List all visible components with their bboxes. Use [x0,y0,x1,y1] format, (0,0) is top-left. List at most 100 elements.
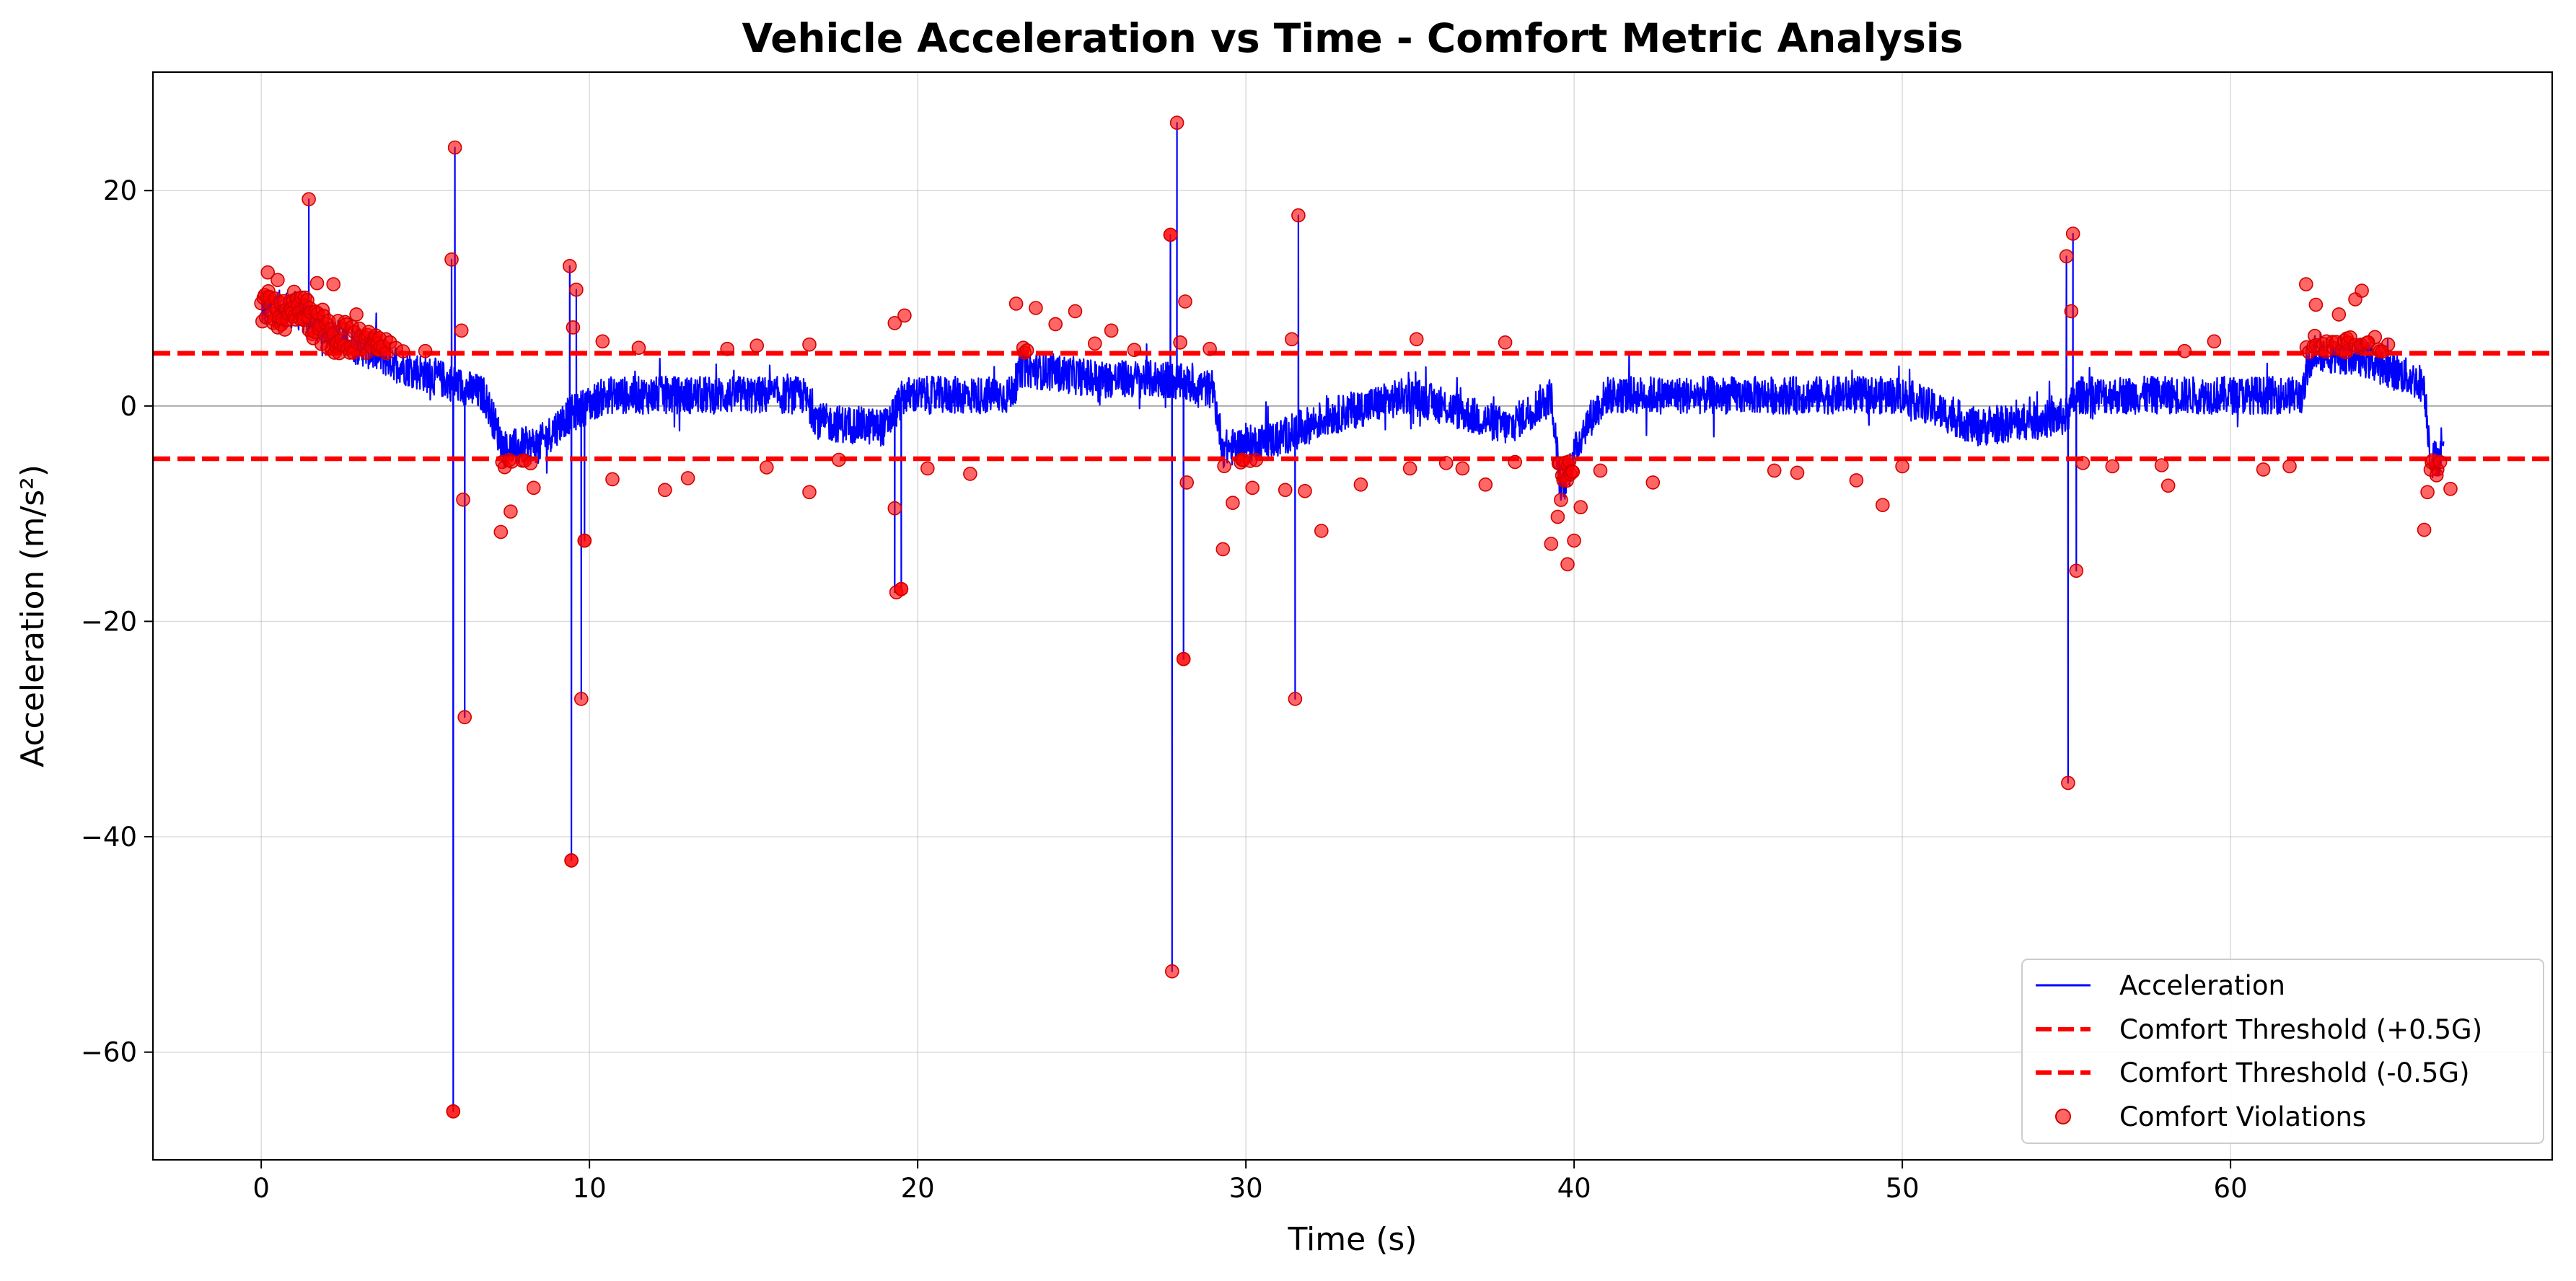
violation-point [2105,459,2120,474]
violation-point [2075,456,2091,470]
y-axis-label: Acceleration (m/s²) [14,465,51,767]
y-tick-label: 20 [103,175,137,206]
violation-point [2308,297,2324,312]
violation-point [963,467,977,481]
violation-point [920,461,935,476]
violation-point [562,258,577,273]
violation-point [1567,533,1581,548]
violation-point [1554,493,1568,507]
violation-point [302,192,316,207]
violation-point [260,265,276,280]
violation-point [720,341,735,356]
violation-point [2061,775,2075,791]
violation-point [2256,462,2271,477]
x-tick-label: 0 [252,1173,270,1204]
violation-point [326,277,341,291]
violation-point [894,581,909,597]
violation-point [1203,341,1217,356]
violation-point [749,338,764,353]
violation-point [1104,323,1119,338]
violation-point [595,334,610,349]
legend-threshold-pos-label: Comfort Threshold (+0.5G) [2119,1014,2482,1045]
violation-point [1298,483,1312,498]
violation-point [1593,463,1608,478]
violation-point [1573,500,1588,515]
violation-point [605,472,620,487]
violation-point [1560,557,1575,572]
violation-point [444,252,459,267]
violation-point [2432,454,2448,470]
violation-point [887,501,902,516]
legend: Acceleration Comfort Threshold (+0.5G) C… [2021,959,2544,1144]
violation-point [1402,461,1417,476]
violation-point [447,140,462,155]
violation-point [526,480,541,496]
violation-point [1544,537,1559,551]
violation-point [566,320,581,335]
violation-point [349,307,364,322]
x-tick-label: 60 [2214,1173,2248,1204]
violation-point [1478,477,1493,492]
violation-point [577,533,592,548]
violation-point [2064,304,2079,319]
violation-point [760,460,774,475]
violation-point [493,524,509,540]
violation-point [2299,277,2313,291]
violation-point [1455,461,1470,476]
violation-point [1550,509,1565,524]
violation-point [1895,459,1909,474]
violation-point [2429,468,2444,483]
violation-point [2355,283,2369,298]
violation-point [2420,485,2435,500]
violation-point [1849,473,1864,488]
violation-point [271,273,285,288]
violation-point [1165,964,1179,979]
violation-point [2417,522,2432,537]
violation-point [897,308,912,323]
violation-point [1019,343,1034,358]
violation-point [2282,459,2297,474]
plot-area [153,115,2552,1119]
violation-point [1176,651,1191,666]
violation-point [564,853,579,868]
violation-point [2443,481,2458,496]
violation-point [1068,304,1083,319]
violation-point [1409,332,1424,347]
violation-point [1498,335,1513,350]
violation-point [1169,115,1184,130]
plot-frame [151,71,2554,1161]
legend-violations-swatch [2055,1109,2071,1124]
violation-point [832,452,846,467]
violation-point [2069,563,2084,578]
violation-point [1314,524,1329,538]
violation-point [2160,478,2176,493]
violation-point [1173,335,1187,350]
violation-point [1048,317,1063,332]
x-tick-label: 30 [1229,1173,1263,1204]
violation-point [573,692,589,706]
violation-point [631,340,646,356]
violation-point [1790,465,1805,480]
violation-point [1029,301,1043,315]
violation-point [569,282,584,297]
violation-point [1217,459,1231,474]
violation-point [680,471,695,485]
violation-point [1278,483,1293,498]
axis-ticks: 0 10 20 30 40 50 60 −60 −40 −20 0 20 [81,175,2248,1204]
violation-point [1245,480,1260,496]
violation-point [1353,477,1368,492]
violation-point [446,1104,461,1119]
violation-point [1249,452,1264,467]
violation-point [2177,343,2192,358]
x-tick-label: 50 [1886,1173,1920,1204]
violation-point [395,344,410,358]
violation-point [2154,458,2169,472]
violation-point [504,504,518,519]
x-tick-label: 20 [901,1173,935,1204]
y-tick-label: −20 [81,606,137,637]
legend-violations-label: Comfort Violations [2119,1101,2366,1132]
acceleration-line [260,122,2445,1112]
x-tick-label: 40 [1557,1173,1591,1204]
